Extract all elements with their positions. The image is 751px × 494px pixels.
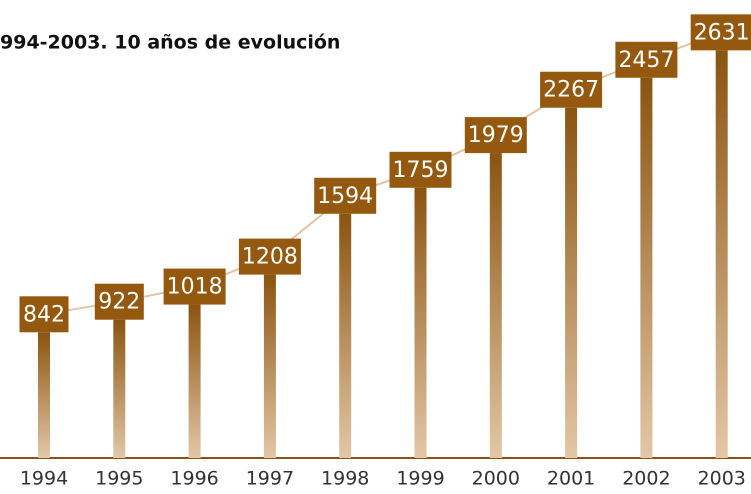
- value-box: [19, 296, 69, 333]
- value-label: 842: [23, 302, 65, 327]
- value-label: 1208: [242, 245, 298, 270]
- value-box: [690, 14, 751, 51]
- x-tick-label: 1998: [321, 468, 369, 490]
- value-box: [615, 41, 678, 78]
- value-box: [540, 71, 603, 108]
- bar: [339, 213, 352, 458]
- value-label: 1594: [317, 184, 373, 209]
- value-label: 1759: [393, 158, 449, 183]
- x-tick-label: 1996: [170, 468, 218, 490]
- value-label: 922: [98, 290, 140, 315]
- bar: [715, 50, 728, 458]
- x-tick-label: 2001: [547, 468, 595, 490]
- bar: [489, 153, 502, 458]
- x-tick-label: 1999: [396, 468, 444, 490]
- value-label: 1979: [468, 123, 524, 148]
- chart-title: 994-2003. 10 años de evolución: [0, 32, 340, 54]
- bar: [188, 304, 201, 458]
- bar: [565, 107, 578, 459]
- bar: [38, 332, 50, 458]
- value-label: 2267: [543, 78, 599, 103]
- trend-line: [43, 31, 723, 316]
- bar: [113, 319, 126, 458]
- x-tick-label: 2000: [472, 468, 520, 490]
- x-tick-label: 1997: [246, 468, 294, 490]
- x-tick-label: 1994: [20, 468, 68, 490]
- value-label: 1018: [167, 275, 223, 300]
- x-tick-label: 2003: [698, 468, 746, 490]
- value-box: [314, 177, 377, 214]
- value-box: [163, 268, 226, 305]
- bar: [263, 274, 276, 458]
- bar: [640, 77, 653, 459]
- value-box: [238, 238, 301, 275]
- value-label: 2457: [618, 48, 674, 73]
- value-box: [94, 283, 144, 320]
- value-label: 2631: [694, 20, 750, 45]
- value-box: [464, 117, 527, 154]
- bar: [414, 187, 427, 458]
- value-box: [389, 151, 452, 188]
- x-tick-label: 1995: [95, 468, 143, 490]
- x-tick-label: 2002: [622, 468, 670, 490]
